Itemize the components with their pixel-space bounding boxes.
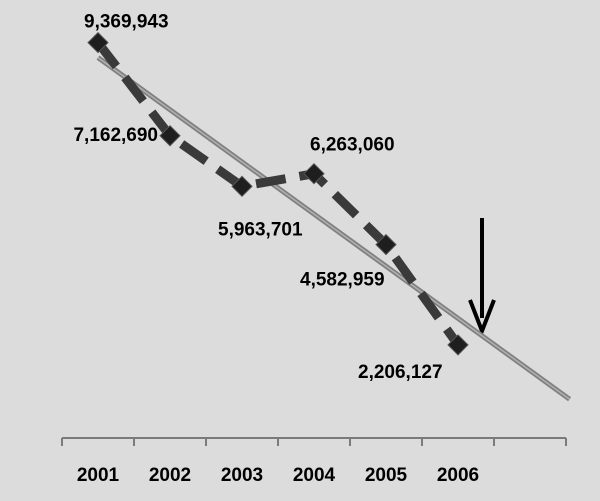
- arrow-head: [468, 299, 496, 337]
- x-tick-label: 2006: [437, 465, 479, 486]
- marker: [87, 31, 109, 54]
- data-label: 2,206,127: [358, 362, 443, 383]
- x-tick-label: 2001: [77, 465, 120, 486]
- x-tick-label: 2005: [365, 465, 408, 486]
- data-label: 4,582,959: [300, 270, 385, 291]
- marker: [231, 175, 253, 198]
- data-label: 9,369,943: [84, 12, 169, 33]
- marker: [159, 125, 181, 147]
- marker: [447, 334, 469, 356]
- x-tick-label: 2003: [221, 465, 263, 486]
- arrow: [468, 218, 496, 337]
- data-label: 6,263,060: [310, 135, 395, 156]
- data-label: 5,963,701: [218, 219, 303, 240]
- marker: [375, 233, 397, 256]
- x-tick-label: 2004: [293, 465, 336, 486]
- trend-line-core: [97, 56, 571, 400]
- x-tick-label: 2002: [149, 465, 191, 486]
- data-label: 7,162,690: [73, 125, 158, 146]
- marker: [303, 162, 325, 185]
- line: [94, 39, 462, 348]
